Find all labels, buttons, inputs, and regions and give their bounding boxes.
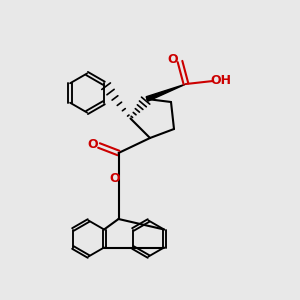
Text: O: O — [167, 52, 178, 66]
Text: O: O — [110, 172, 120, 185]
Text: OH: OH — [210, 74, 231, 88]
Polygon shape — [146, 84, 186, 101]
Text: O: O — [87, 138, 98, 151]
